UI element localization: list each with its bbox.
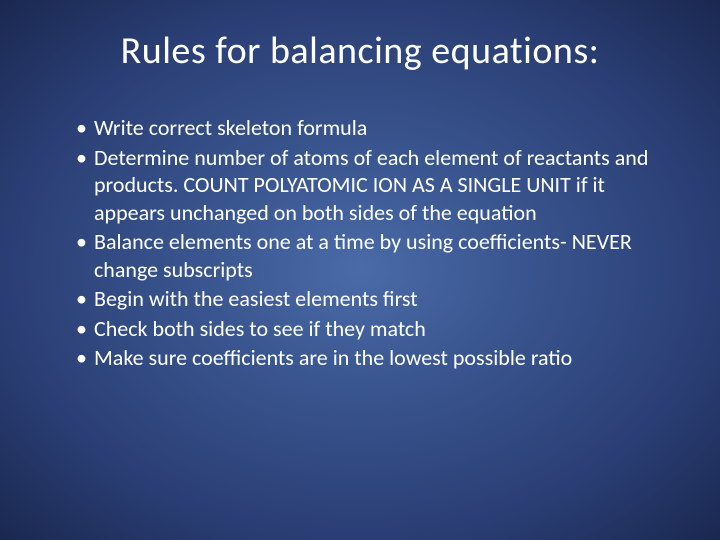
list-item: Check both sides to see if they match: [76, 315, 672, 343]
list-item: Begin with the easiest elements first: [76, 285, 672, 313]
list-item: Balance elements one at a time by using …: [76, 228, 672, 283]
list-item: Write correct skeleton formula: [76, 114, 672, 142]
bullet-list: Write correct skeleton formula Determine…: [48, 114, 672, 372]
list-item: Make sure coefficients are in the lowest…: [76, 344, 672, 372]
slide-title: Rules for balancing equations:: [48, 28, 672, 74]
list-item: Determine number of atoms of each elemen…: [76, 144, 672, 227]
